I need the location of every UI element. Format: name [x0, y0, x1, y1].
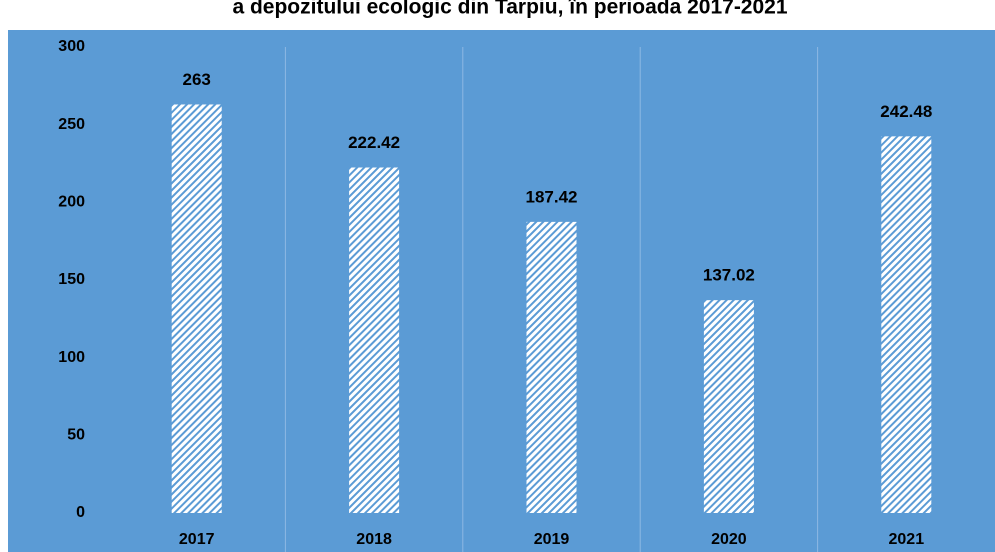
bar — [703, 300, 754, 513]
value-label: 187.42 — [526, 187, 578, 206]
y-tick-label: 50 — [67, 427, 85, 444]
bar — [881, 136, 932, 514]
x-tick-label: 2020 — [711, 531, 747, 548]
value-label: 263 — [183, 70, 211, 89]
bar — [349, 167, 400, 513]
bar — [526, 221, 577, 513]
x-tick-label: 2021 — [889, 531, 925, 548]
y-tick-label: 200 — [58, 194, 85, 211]
x-tick-label: 2017 — [179, 531, 215, 548]
x-tick-label: 2018 — [356, 531, 392, 548]
y-tick-label: 250 — [58, 116, 85, 133]
x-tick-label: 2019 — [534, 531, 570, 548]
y-tick-label: 100 — [58, 349, 85, 366]
value-label: 137.02 — [703, 266, 755, 285]
y-tick-label: 0 — [76, 504, 85, 521]
bar — [171, 104, 222, 514]
y-tick-label: 300 — [58, 38, 85, 55]
value-label: 242.48 — [880, 102, 932, 121]
plot-background — [8, 30, 995, 552]
y-tick-label: 150 — [58, 271, 85, 288]
value-label: 222.42 — [348, 133, 400, 152]
chart-title: a depozitului ecologic din Tarpiu, în pe… — [232, 0, 787, 19]
